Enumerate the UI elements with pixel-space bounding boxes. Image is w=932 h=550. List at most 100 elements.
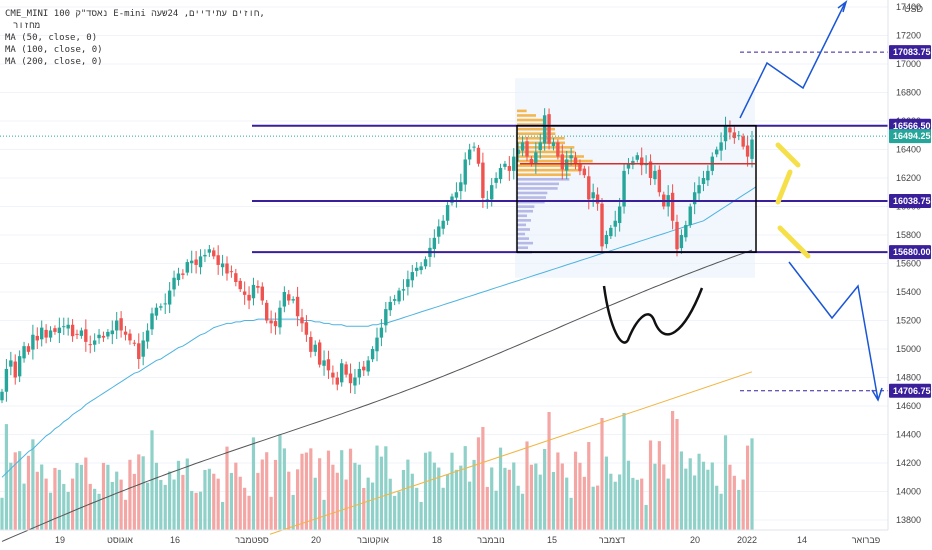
candle-body <box>684 225 688 238</box>
x-tick-label: 19 <box>55 535 65 545</box>
volume-bar <box>476 437 481 530</box>
price-tag-bg <box>889 45 931 60</box>
volume-bar <box>300 453 304 530</box>
candle-body <box>115 320 119 331</box>
candle-body <box>92 340 97 345</box>
candle-body <box>220 263 225 268</box>
candle-body <box>604 235 609 245</box>
candle-body <box>520 142 525 151</box>
candle-body <box>617 206 622 224</box>
candle-body <box>379 327 384 338</box>
candle-body <box>437 226 441 237</box>
candle-body <box>70 324 75 337</box>
volume-bar <box>653 463 657 530</box>
volume-bar <box>375 445 379 530</box>
volume-bar <box>750 438 754 530</box>
candle-body <box>229 271 234 273</box>
candle-body <box>190 260 194 264</box>
volume-bar <box>40 464 44 530</box>
volume-bar <box>172 479 176 530</box>
volume-bar <box>715 485 719 530</box>
volume-bar <box>309 448 313 530</box>
candle-body <box>172 277 176 290</box>
candle-body <box>234 273 238 283</box>
candle-body <box>723 125 728 142</box>
volume-bar <box>318 458 322 530</box>
volume-bar <box>110 481 114 530</box>
candle-body <box>392 299 397 301</box>
volume-bar <box>732 475 736 530</box>
candle-body <box>507 166 512 171</box>
volume-bar <box>79 464 84 530</box>
candle-body <box>560 154 564 170</box>
candle-body <box>44 329 48 338</box>
candle-body <box>251 284 256 299</box>
candle-body <box>582 168 587 176</box>
volume-bar <box>551 471 556 530</box>
candle-body <box>207 249 212 253</box>
profile-bar <box>517 109 527 113</box>
x-axis[interactable]: 19 אוגוסט 16 ספטמבר 20 אוקטובר 18 נובמבר 15 דצמבר… <box>0 529 888 545</box>
volume-bar <box>265 452 269 530</box>
volume-bar <box>44 478 48 530</box>
candle-body <box>472 146 476 148</box>
volume-bar <box>410 473 414 530</box>
candle-body <box>578 163 582 171</box>
profile-bar <box>517 182 559 186</box>
volume-bar <box>370 482 375 530</box>
candle-body <box>732 132 737 139</box>
volume-bar <box>335 472 339 530</box>
candle-body <box>269 320 273 324</box>
candle-body <box>53 328 57 332</box>
volume-bar <box>591 486 595 530</box>
candlesticks[interactable] <box>0 108 754 404</box>
volume-bar <box>384 446 388 530</box>
volume-bar <box>282 448 286 530</box>
volume-bar <box>428 451 432 530</box>
profile-bar <box>517 136 565 140</box>
volume-bar <box>13 452 17 530</box>
x-tick-label: דצמבר <box>599 535 625 545</box>
candle-body <box>106 331 110 337</box>
drawings[interactable] <box>516 0 883 402</box>
price-tag-bg <box>889 193 931 208</box>
candle-body <box>542 115 547 144</box>
candle-body <box>573 157 578 164</box>
candle-body <box>622 170 626 207</box>
candle-body <box>701 178 706 184</box>
volume-bar <box>168 471 172 530</box>
volume-bar <box>70 478 75 530</box>
candle-body <box>212 250 216 257</box>
volume-bar <box>490 467 494 530</box>
candle-body <box>40 327 44 340</box>
candle-body <box>176 273 181 281</box>
candle-body <box>185 262 189 273</box>
candle-body <box>145 330 150 342</box>
candle-body <box>635 155 639 160</box>
volume-bar <box>697 453 701 530</box>
y-tick-label: 14200 <box>896 458 921 468</box>
x-tick-label: ספטמבר <box>235 535 269 545</box>
candle-body <box>75 333 79 335</box>
volume-bar <box>710 462 714 530</box>
profile-bar <box>517 232 525 236</box>
price-tag-bg <box>889 245 931 260</box>
volume-bar <box>666 478 670 530</box>
volume-bar <box>507 469 511 530</box>
volume-bar <box>84 457 88 530</box>
candle-body <box>31 334 35 350</box>
candle-body <box>216 255 220 265</box>
profile-bar <box>517 164 583 167</box>
volume-bar <box>220 501 225 530</box>
chart-legend: CME_MINI נאסד"ק 100 E-mini חוזים עתידיים… <box>5 8 265 68</box>
volume-bar <box>53 467 57 530</box>
bullish-arrowhead <box>837 0 848 13</box>
candle-body <box>481 162 485 198</box>
candle-body <box>282 292 287 307</box>
volume-bar <box>159 479 163 530</box>
candle-body <box>397 290 401 302</box>
candle-body <box>357 368 362 378</box>
volume-bar <box>512 462 516 530</box>
volume-bar <box>141 456 145 530</box>
